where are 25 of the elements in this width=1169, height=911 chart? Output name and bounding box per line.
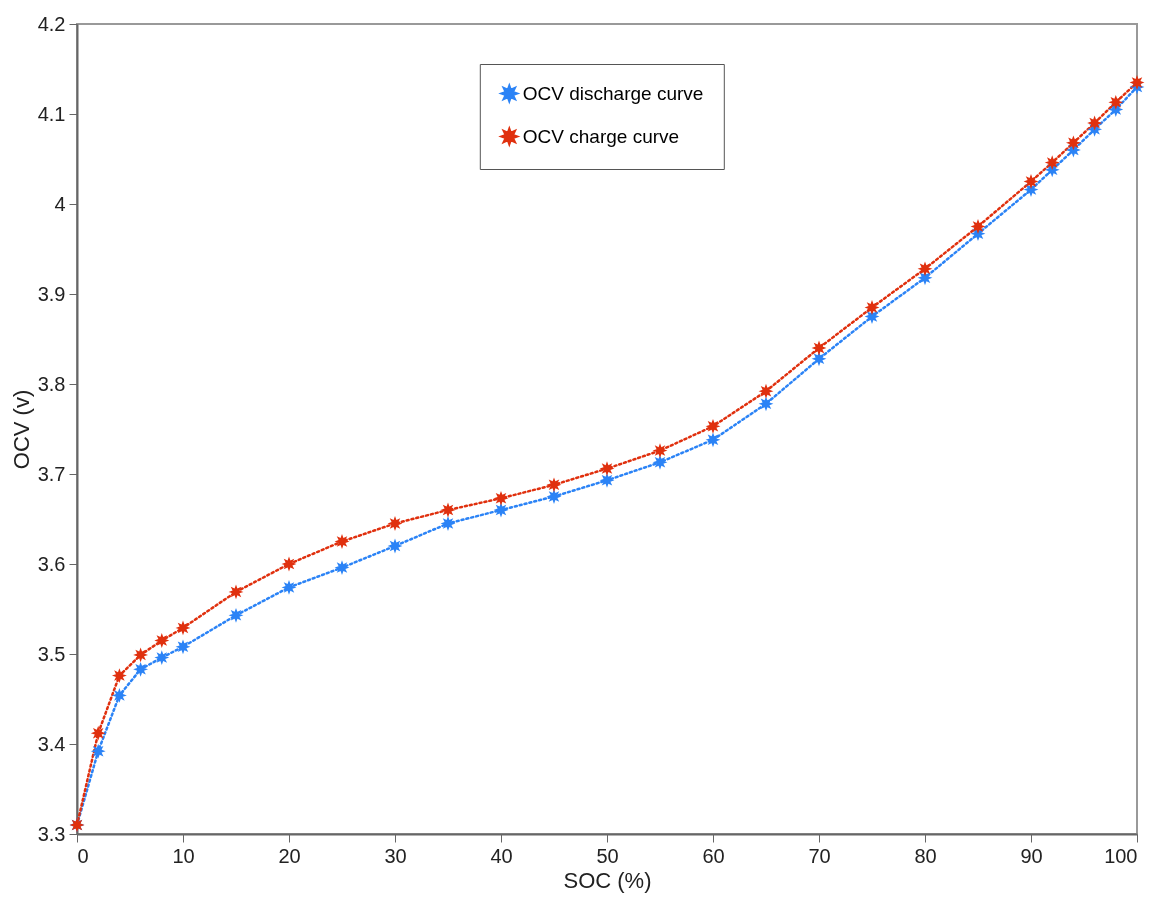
x-tick-label: 100 <box>1104 844 1138 867</box>
y-tick-label: 4.1 <box>37 102 66 125</box>
y-tick-label: 3.5 <box>37 642 66 665</box>
x-tick-label: 80 <box>914 844 937 867</box>
x-tick-label: 90 <box>1020 844 1043 867</box>
y-axis-title: OCV (v) <box>8 389 34 470</box>
x-tick-label: 60 <box>702 844 725 867</box>
x-tick-label: 40 <box>490 844 513 867</box>
y-tick-label: 3.8 <box>37 372 66 395</box>
x-tick-label: 70 <box>808 844 831 867</box>
y-tick-label: 3.4 <box>37 732 66 755</box>
y-tick-label: 3.7 <box>37 462 66 485</box>
y-tick-label: 3.9 <box>37 282 66 305</box>
y-tick-label: 3.6 <box>37 552 66 575</box>
x-axis-title: SOC (%) <box>563 867 652 893</box>
x-tick-label: 0 <box>77 844 89 867</box>
legend-label: OCV charge curve <box>522 125 680 147</box>
legend-label: OCV discharge curve <box>522 82 704 104</box>
y-tick-label: 4 <box>54 192 66 215</box>
x-tick-label: 30 <box>384 844 407 867</box>
y-tick-label: 4.2 <box>37 12 66 35</box>
x-tick-label: 20 <box>278 844 301 867</box>
x-tick-label: 10 <box>172 844 195 867</box>
x-tick-label: 50 <box>596 844 619 867</box>
y-tick-label: 3.3 <box>37 822 66 845</box>
